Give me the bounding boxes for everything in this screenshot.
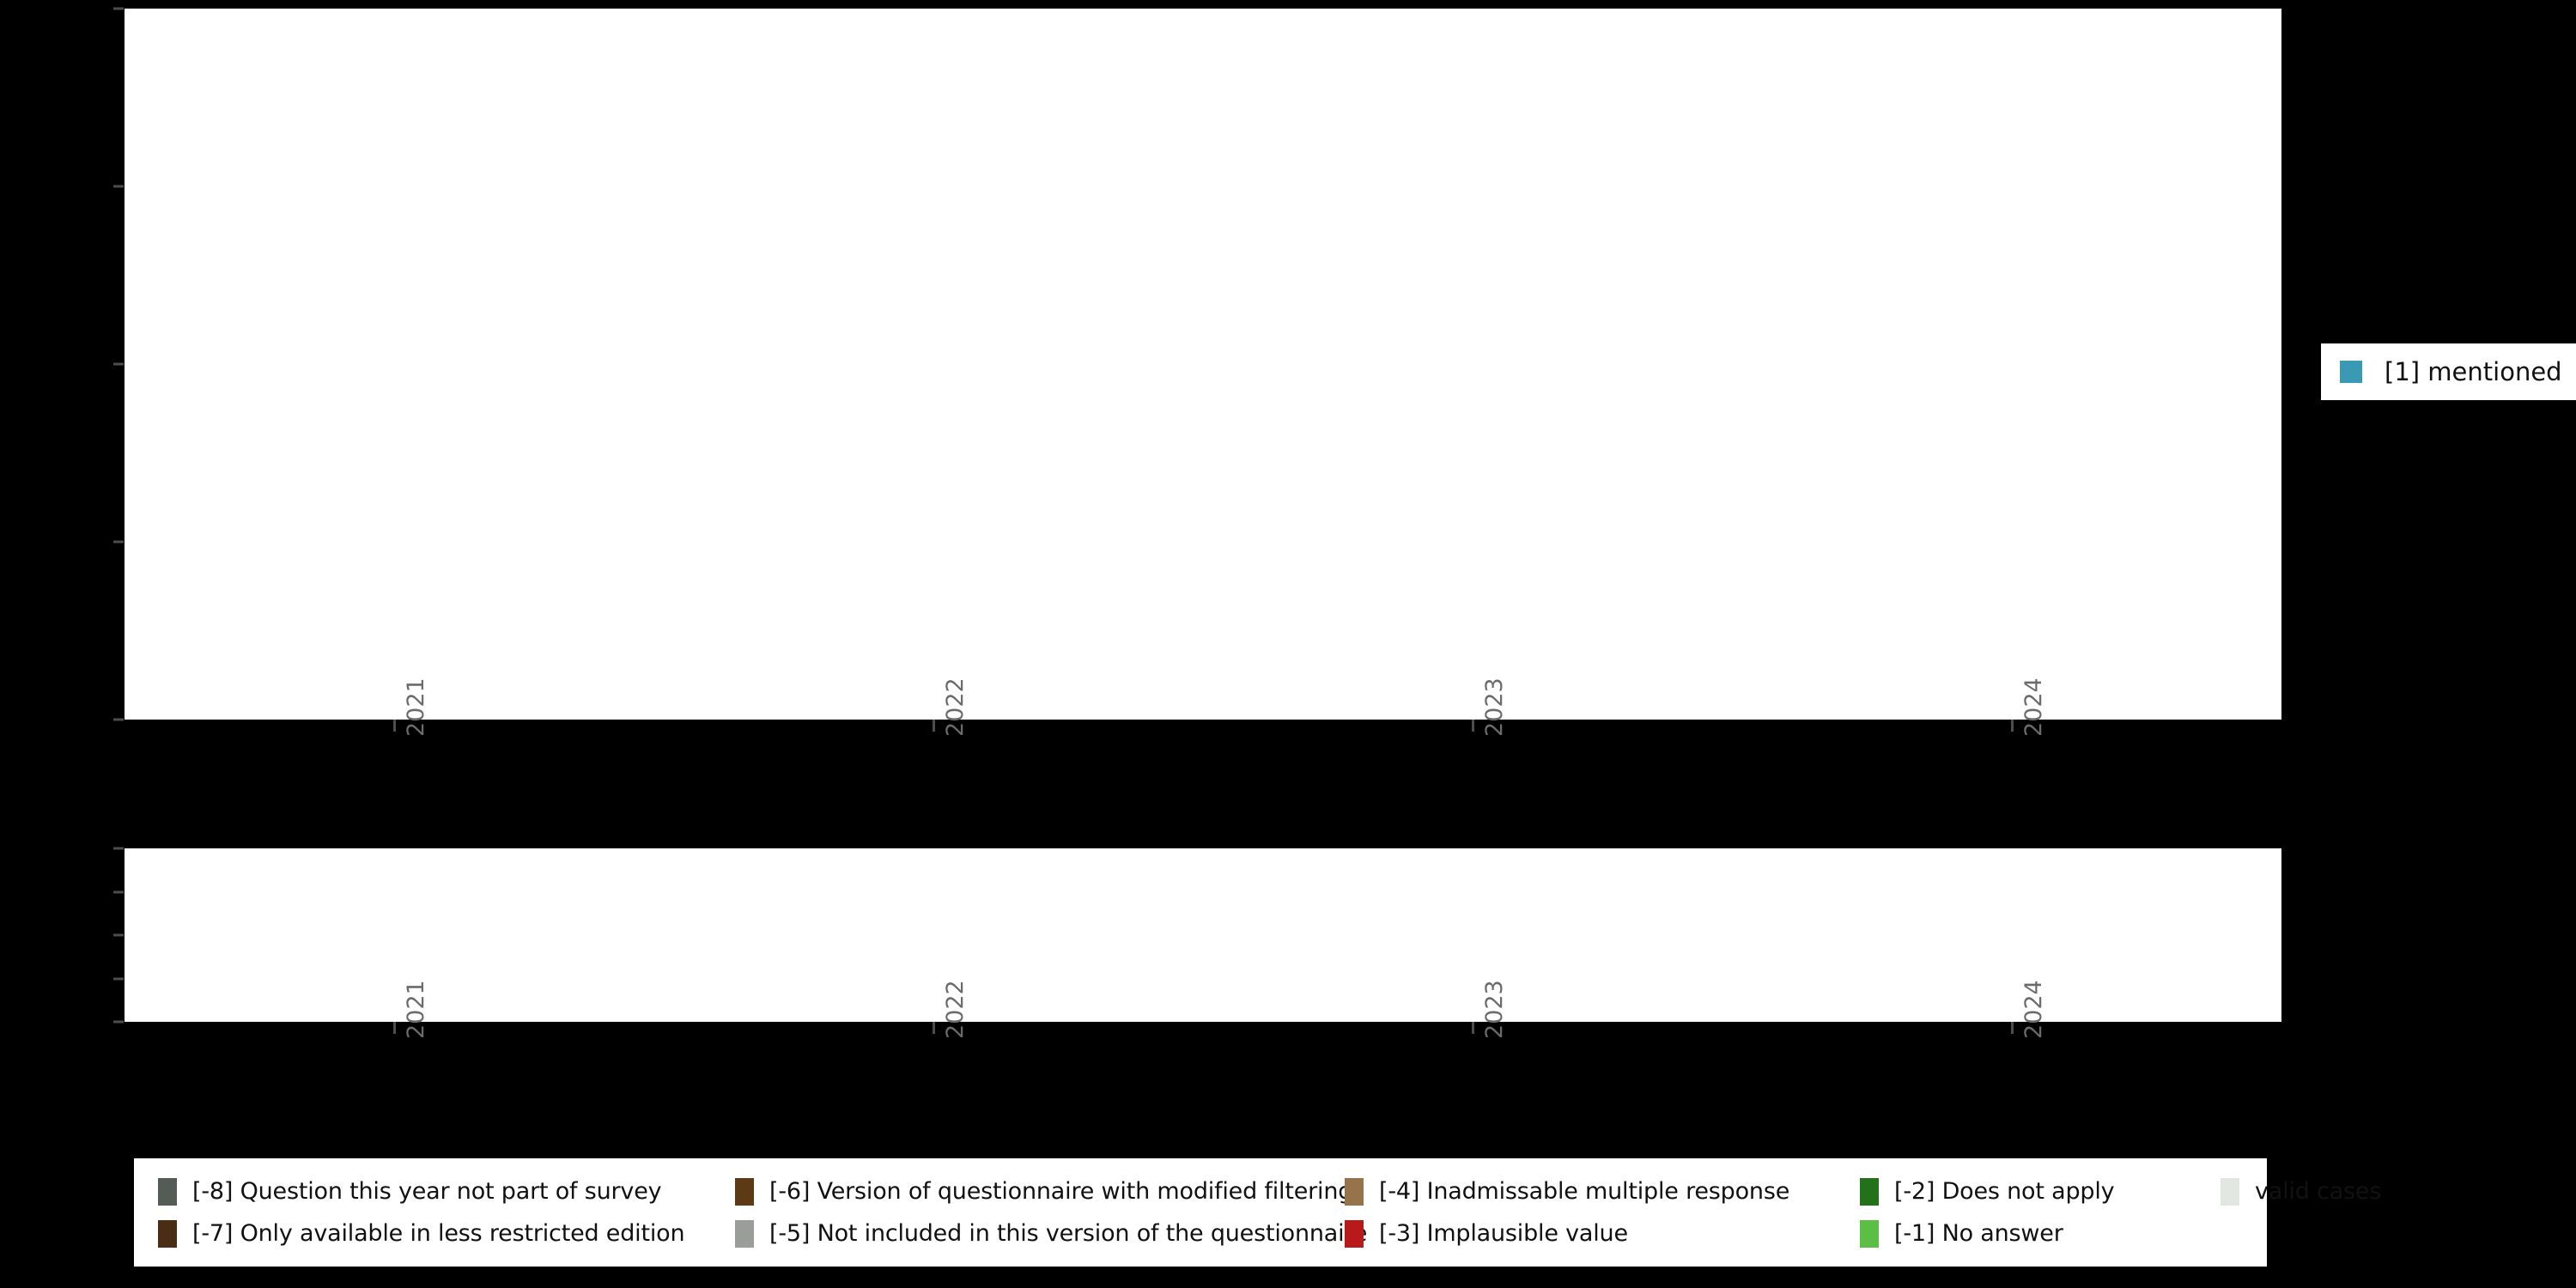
- missing-plot-area: [125, 848, 2281, 1022]
- x-tick-mark: [2011, 720, 2014, 732]
- main-y-axis: 100%75%50%25%0%: [0, 0, 125, 1288]
- y-tick-mark: [113, 7, 124, 10]
- legend-swatch-5: [1345, 1219, 1364, 1248]
- legend-swatch-0: [158, 1177, 177, 1206]
- main-plot-area: [125, 9, 2281, 720]
- x-tick-mark: [1472, 1022, 1474, 1034]
- y-tick-mark: [113, 933, 124, 937]
- y-tick-mark: [113, 1020, 124, 1024]
- legend-label-1: [-7] Only available in less restricted e…: [192, 1220, 685, 1247]
- x-tick-mark: [933, 1022, 935, 1034]
- legend-label-8: valid cases: [2255, 1178, 2382, 1205]
- legend-label-5: [-3] Implausible value: [1379, 1220, 1628, 1247]
- x-tick-mark: [393, 720, 396, 732]
- legend-item-2: [-6] Version of questionnaire with modif…: [735, 1177, 1352, 1206]
- legend-item-4: [-4] Inadmissable multiple response: [1345, 1177, 1860, 1206]
- x-tick-mark: [1472, 720, 1474, 732]
- x-tick-mark: [393, 1022, 396, 1034]
- y-tick-mark: [113, 362, 124, 366]
- y-tick-mark: [113, 185, 124, 188]
- legend-label-4: [-4] Inadmissable multiple response: [1379, 1178, 1790, 1205]
- legend-swatch-4: [1345, 1177, 1364, 1206]
- legend-item-7: [-1] No answer: [1860, 1219, 2221, 1248]
- x-tick-label-2023: 2023: [1481, 980, 1509, 1039]
- y-tick-mark: [113, 847, 124, 850]
- x-tick-label-2021: 2021: [403, 980, 430, 1039]
- legend-label-2: [-6] Version of questionnaire with modif…: [769, 1178, 1353, 1205]
- legend-label-mentioned: [1] mentioned: [2385, 357, 2562, 386]
- legend-swatch-1: [158, 1219, 177, 1248]
- x-tick-label-2022: 2022: [942, 980, 969, 1039]
- legend-label-3: [-5] Not included in this version of the…: [769, 1220, 1368, 1247]
- missing-y-axis: 100%75%50%25%0%: [0, 0, 125, 1288]
- legend-label-0: [-8] Question this year not part of surv…: [192, 1178, 662, 1205]
- legend-swatch-7: [1860, 1219, 1879, 1248]
- y-tick-mark: [113, 890, 124, 893]
- legend-item-0: [-8] Question this year not part of surv…: [158, 1177, 735, 1206]
- legend-item-5: [-3] Implausible value: [1345, 1219, 1860, 1248]
- legend-swatch-2: [735, 1177, 754, 1206]
- legend-swatch-3: [735, 1219, 754, 1248]
- x-tick-label-2024: 2024: [2020, 980, 2048, 1039]
- x-tick-mark: [2011, 1022, 2014, 1034]
- y-tick-mark: [113, 540, 124, 544]
- legend-item-6: [-2] Does not apply: [1860, 1177, 2221, 1206]
- legend-label-7: [-1] No answer: [1894, 1220, 2063, 1247]
- x-tick-mark: [933, 720, 935, 732]
- legend-item-3: [-5] Not included in this version of the…: [735, 1219, 1367, 1248]
- legend-swatch-6: [1860, 1177, 1879, 1206]
- legend-item-1: [-7] Only available in less restricted e…: [158, 1219, 735, 1248]
- legend-swatch-mentioned: [2340, 361, 2362, 383]
- y-tick-mark: [113, 977, 124, 980]
- legend-swatch-8: [2221, 1177, 2239, 1206]
- y-tick-mark: [113, 718, 124, 721]
- missing-values-legend: [-8] Question this year not part of surv…: [134, 1158, 2381, 1267]
- legend-item-8: valid cases: [2221, 1177, 2382, 1206]
- legend-label-6: [-2] Does not apply: [1894, 1178, 2115, 1205]
- main-legend: [1] mentioned: [2321, 343, 2576, 400]
